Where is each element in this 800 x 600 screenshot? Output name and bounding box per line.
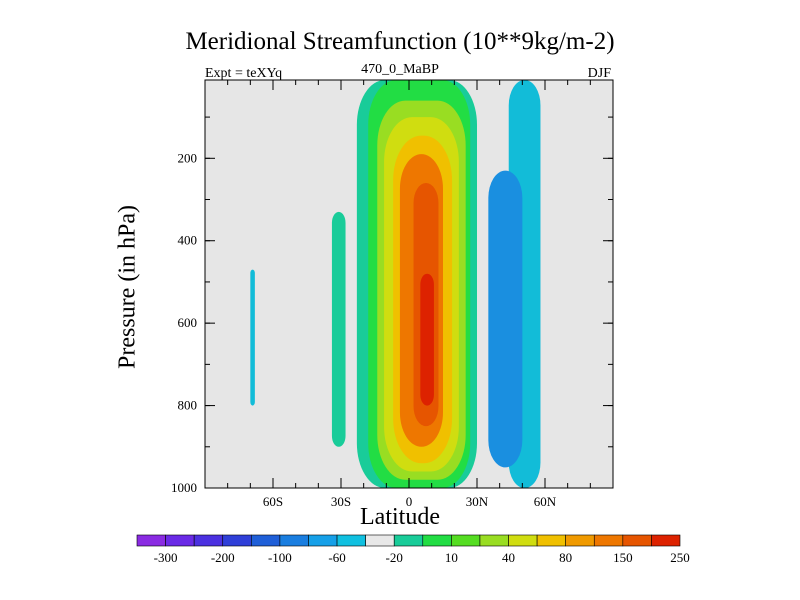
colorbar: -300 -200 -100 -60 -20 10 40 80 150 250 (136, 534, 690, 565)
y-tick-label: 800 (178, 398, 198, 413)
colorbar-label: 80 (559, 550, 572, 565)
colorbar-swatch (622, 534, 652, 547)
colorbar-swatch (479, 534, 509, 547)
y-tick-label: 1000 (171, 480, 197, 495)
contour-region-1 (488, 170, 523, 468)
colorbar-swatch (651, 534, 681, 547)
colorbar-swatch (251, 534, 281, 547)
y-tick-label: 200 (178, 150, 198, 165)
colorbar-swatch (222, 534, 252, 547)
colorbar-label: 10 (445, 550, 458, 565)
colorbar-swatch (336, 534, 366, 547)
colorbar-swatch (393, 534, 424, 547)
chart-title: Meridional Streamfunction (10**9kg/m-2) (185, 28, 615, 55)
colorbar-swatch (565, 534, 595, 547)
y-tick-label: 400 (178, 233, 198, 248)
x-axis-label: Latitude (360, 504, 440, 530)
x-tick-label: 60S (263, 494, 283, 509)
experiment-label: Expt = teXYq (205, 66, 283, 81)
colorbar-label: -60 (328, 550, 345, 565)
colorbar-label: 250 (670, 550, 690, 565)
contour-region-2 (331, 211, 346, 447)
y-tick-label: 600 (178, 315, 198, 330)
contour-layer (250, 80, 541, 488)
colorbar-swatch (536, 534, 566, 547)
axes: 200 400 600 800 1000 60S 30S 0 30N 60N (171, 80, 613, 509)
x-tick-label: 30N (466, 494, 489, 509)
colorbar-swatch (593, 534, 624, 547)
contour-region-3 (250, 269, 255, 406)
colorbar-swatch (165, 534, 195, 547)
colorbar-label: -300 (154, 550, 178, 565)
colorbar-swatch (422, 534, 452, 547)
colorbar-swatch (279, 534, 309, 547)
colorbar-label: -100 (268, 550, 292, 565)
season-label: DJF (587, 66, 611, 81)
colorbar-swatch (308, 534, 338, 547)
x-tick-label: 60N (534, 494, 557, 509)
colorbar-label: -20 (386, 550, 403, 565)
colorbar-swatch (136, 534, 166, 547)
x-tick-label: 30S (331, 494, 351, 509)
colorbar-label: -200 (211, 550, 235, 565)
colorbar-swatch (193, 534, 224, 547)
colorbar-swatch (365, 534, 395, 547)
colorbar-swatch (508, 534, 538, 547)
colorbar-label: 150 (613, 550, 633, 565)
colorbar-label: 40 (502, 550, 515, 565)
x-tick-label: 0 (406, 494, 413, 509)
colorbar-swatch (451, 534, 481, 547)
contour-region-11 (420, 273, 434, 406)
period-label: 470_0_MaBP (361, 62, 439, 77)
